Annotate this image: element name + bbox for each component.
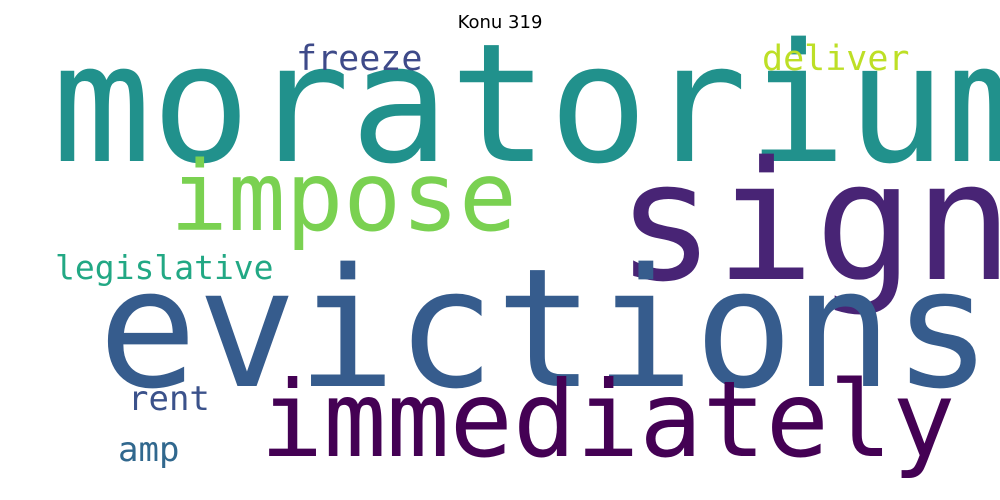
word-immediately: immediately	[260, 359, 956, 481]
word-deliver: deliver	[762, 39, 910, 79]
word-sign: sign	[616, 126, 1000, 318]
word-amp: amp	[118, 430, 180, 470]
word-freeze: freeze	[296, 39, 423, 79]
word-legislative: legislative	[55, 248, 274, 287]
word-impose: impose	[170, 141, 517, 253]
chart-title: Konu 319	[457, 12, 543, 33]
word-moratorium: moratorium	[52, 8, 1000, 200]
word-evictions: evictions	[98, 233, 993, 425]
word-rent: rent	[128, 379, 210, 419]
